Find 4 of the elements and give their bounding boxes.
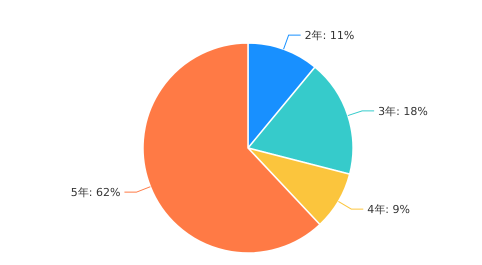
slice-label: 3年: 18% <box>378 104 428 118</box>
slice-label: 4年: 9% <box>367 203 410 216</box>
slice-label: 2年: 11% <box>304 29 354 42</box>
slice-label: 5年: 62% <box>70 186 120 200</box>
